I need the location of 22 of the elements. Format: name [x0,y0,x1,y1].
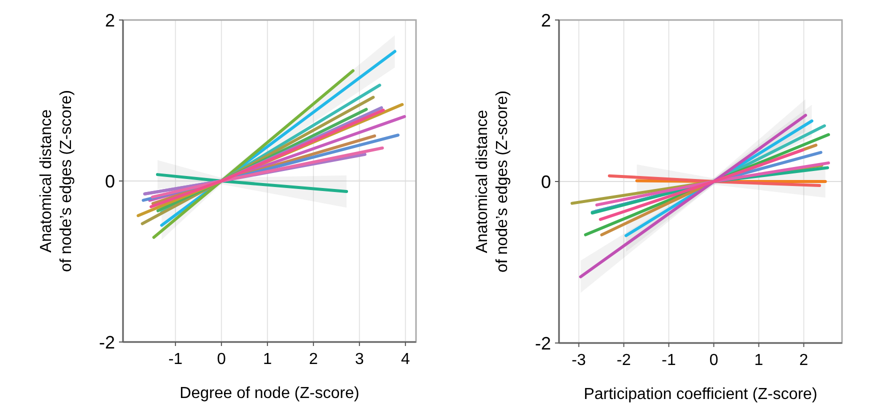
y-axis-title: Anatomical distance of node’s edges (Z-score) [38,90,75,272]
x-tick-label: 1 [754,352,764,369]
y-tick-label: 2 [104,10,115,30]
x-tick-label: 0 [709,352,718,369]
x-tick-label: 2 [308,351,318,368]
x-tick-label: -2 [616,352,631,369]
x-tick-label: -1 [662,352,676,369]
y-tick-label: -2 [534,333,551,354]
y-tick-label: 0 [540,172,551,192]
y-axis-title: Anatomical distance of node’s edges (Z-score) [474,90,511,273]
x-tick-label: 3 [354,351,364,368]
x-tick-label: 0 [216,351,226,368]
x-tick-label: -3 [572,352,586,369]
y-tick-label: 0 [104,171,115,192]
y-tick-label: 2 [540,10,551,30]
x-tick-label: 2 [799,352,808,369]
x-axis-title: Degree of node (Z-score) [180,385,360,402]
y-tick-label: -2 [98,332,115,352]
x-tick-label: -1 [168,351,183,368]
x-tick-label: 4 [400,351,410,368]
x-tick-label: 1 [262,351,272,368]
x-axis-title: Participation coefficient (Z-score) [584,386,818,403]
